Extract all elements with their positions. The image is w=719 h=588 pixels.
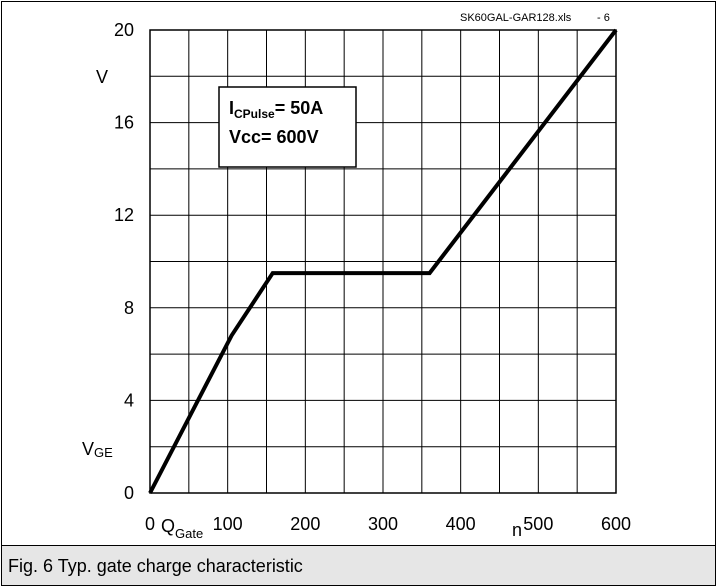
x-tick-labels: 0 100 200 300 400 500 600 [145, 514, 631, 534]
x-tick-label: 300 [368, 514, 398, 534]
y-tick-label: 0 [124, 483, 134, 503]
y-tick-label: 12 [114, 205, 134, 225]
x-tick-label: 200 [290, 514, 320, 534]
y-axis-label-main: V [82, 439, 94, 459]
source-label: SK60GAL-GAR128.xls [460, 12, 572, 24]
caption-bar: Fig. 6 Typ. gate charge characteristic [1, 545, 716, 586]
annotation-box: ICPulse= 50A Vcc= 600V [218, 86, 357, 168]
y-tick-label: 16 [114, 113, 134, 133]
y-tick-label: 20 [114, 20, 134, 40]
y-tick-labels: 0 4 8 12 16 20 [114, 20, 134, 503]
x-unit-label: n [512, 520, 522, 540]
y-axis-label-sub: GE [94, 445, 113, 460]
annotation-current-symbol: I [229, 98, 234, 118]
x-tick-label: 500 [523, 514, 553, 534]
x-tick-label: 0 [145, 514, 155, 534]
y-unit-label: V [96, 67, 108, 87]
series-layer [148, 28, 618, 494]
annotation-current-value: = 50A [275, 98, 324, 118]
x-axis-label: QGate [161, 516, 203, 541]
annotation-line-2: Vcc= 600V [229, 127, 319, 147]
y-tick-label: 8 [124, 298, 134, 318]
figure-number: - 6 [597, 12, 610, 24]
figure-caption: Fig. 6 Typ. gate charge characteristic [8, 556, 303, 576]
series-line [148, 28, 618, 494]
x-axis-label-main: Q [161, 516, 175, 536]
annotation-current-subscript: CPulse [234, 107, 275, 121]
y-axis-label: VGE [82, 439, 113, 460]
x-tick-label: 100 [213, 514, 243, 534]
annotation-line-1: ICPulse= 50A [229, 98, 323, 121]
x-tick-label: 400 [446, 514, 476, 534]
x-tick-label: 600 [601, 514, 631, 534]
plot-area [149, 29, 617, 494]
x-axis-label-sub: Gate [175, 526, 203, 541]
annotation-frame [218, 86, 357, 168]
y-tick-label: 4 [124, 390, 134, 410]
